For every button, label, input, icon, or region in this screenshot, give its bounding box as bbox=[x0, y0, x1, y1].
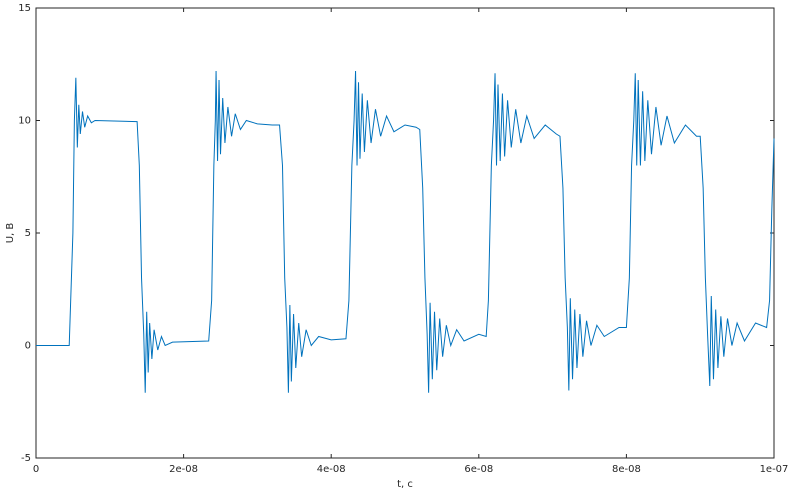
x-tick-label: 4e-08 bbox=[317, 464, 346, 475]
y-tick-label: 5 bbox=[25, 228, 31, 239]
x-axis-label: t, c bbox=[397, 479, 413, 490]
x-tick-label: 6e-08 bbox=[464, 464, 493, 475]
x-tick-label: 1e-07 bbox=[760, 464, 789, 475]
x-tick-label: 8e-08 bbox=[612, 464, 641, 475]
y-axis-label: U, B bbox=[5, 223, 16, 244]
y-tick-label: 0 bbox=[25, 341, 31, 352]
y-tick-label: 15 bbox=[18, 3, 31, 14]
x-tick-label: 2e-08 bbox=[169, 464, 198, 475]
y-tick-label: -5 bbox=[21, 453, 31, 464]
signal-line bbox=[36, 70, 775, 393]
x-tick-label: 0 bbox=[33, 464, 39, 475]
y-tick-label: 10 bbox=[18, 116, 31, 127]
plot-frame bbox=[35, 7, 775, 459]
